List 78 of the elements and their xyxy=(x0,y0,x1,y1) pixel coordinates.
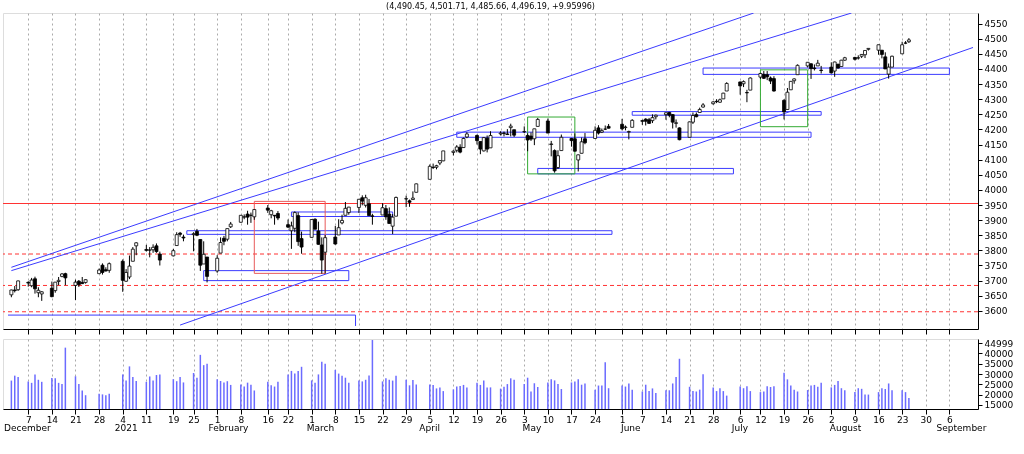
x-tick-label: 7 xyxy=(639,414,646,425)
y-tick-label: 4150 xyxy=(984,140,1008,151)
y-tick-label: 44999 xyxy=(984,338,1014,349)
x-tick-label: 16 xyxy=(873,414,886,425)
x2-tick-label: June xyxy=(619,422,642,433)
x-tick-label: 6 xyxy=(947,414,954,425)
y-tick-label: 4450 xyxy=(984,49,1008,60)
x-tick-label: 19 xyxy=(471,414,484,425)
x-tick-label: 25 xyxy=(188,414,200,425)
y-tick-label: 3850 xyxy=(984,230,1008,241)
y-tick-label: 4550 xyxy=(984,19,1008,30)
y-tick-label: 15000 xyxy=(984,400,1014,411)
y-tick-label: 30000 xyxy=(984,369,1014,380)
x2-tick-label: May xyxy=(522,422,542,433)
x-tick-label: 22 xyxy=(282,414,295,425)
x-tick-label: 5 xyxy=(427,414,434,425)
x-tick-label: 2 xyxy=(828,414,835,425)
x2-tick-label: December xyxy=(4,422,51,433)
y-tick-label: 3800 xyxy=(984,245,1008,256)
x-tick-label: 10 xyxy=(542,414,555,425)
x-tick-label: 21 xyxy=(684,414,696,425)
y-tick-label: 4500 xyxy=(984,34,1008,45)
x-tick-label: 22 xyxy=(377,414,389,425)
x-tick-label: 17 xyxy=(566,414,578,425)
y-tick-label: 3650 xyxy=(984,291,1008,302)
x-tick-label: 16 xyxy=(262,414,275,425)
x-tick-label: 19 xyxy=(168,414,180,425)
x2-tick-label: 2021 xyxy=(114,422,138,433)
x-tick-label: 12 xyxy=(755,414,767,425)
x-tick-label: 29 xyxy=(400,414,413,425)
x2-tick-label: February xyxy=(208,422,250,433)
x-tick-label: 24 xyxy=(589,414,602,425)
x2-tick-label: August xyxy=(829,422,862,433)
y-tick-label: 3750 xyxy=(984,261,1008,271)
x-tick-label: 28 xyxy=(93,414,106,425)
x-tick-label: 1 xyxy=(309,414,316,425)
y-tick-label: 4250 xyxy=(984,109,1008,120)
x2-tick-label: July xyxy=(730,422,749,433)
x-tick-label: 14 xyxy=(660,414,673,425)
x-tick-label: 21 xyxy=(70,414,82,425)
x2-tick-label: April xyxy=(419,422,440,433)
x-tick-label: 6 xyxy=(737,414,744,425)
y-tick-label: 3600 xyxy=(984,306,1008,317)
x-tick-label: 14 xyxy=(46,414,59,425)
x-tick-label: 23 xyxy=(896,414,909,425)
y-tick-label: 4350 xyxy=(984,79,1008,90)
chart-title: (4,490.45, 4,501.71, 4,485.66, 4,496.19, +9.95996) xyxy=(386,2,595,11)
x-tick-label: 30 xyxy=(920,414,933,425)
x-tick-label: 8 xyxy=(332,414,339,425)
y-tick-label: 35000 xyxy=(984,359,1014,370)
x-tick-label: 26 xyxy=(802,414,815,425)
y-tick-label: 3700 xyxy=(984,276,1008,287)
y-tick-label: 3900 xyxy=(984,215,1008,226)
x-tick-label: 1 xyxy=(619,414,626,425)
x-tick-label: 26 xyxy=(495,414,508,425)
y-tick-label: 4000 xyxy=(984,185,1008,196)
x-tick-label: 7 xyxy=(25,414,32,425)
x-tick-label: 19 xyxy=(778,414,791,425)
y-tick-label: 20000 xyxy=(984,390,1014,401)
y-tick-label: 4200 xyxy=(984,124,1008,135)
x2-tick-label: March xyxy=(306,422,335,433)
y-tick-label: 4300 xyxy=(984,94,1008,105)
y-tick-label: 40000 xyxy=(984,348,1014,359)
x-tick-label: 4 xyxy=(120,414,127,425)
x2-tick-label: September xyxy=(936,422,987,433)
x-tick-label: 3 xyxy=(521,414,528,425)
x-tick-label: 9 xyxy=(852,414,859,425)
y-tick-label: 3950 xyxy=(984,200,1008,211)
x-tick-label: 12 xyxy=(448,414,460,425)
x-tick-label: 28 xyxy=(707,414,720,425)
x-tick-label: 15 xyxy=(353,414,366,425)
y-tick-label: 25000 xyxy=(984,379,1014,390)
y-tick-label: 4400 xyxy=(984,64,1008,75)
y-tick-label: 4050 xyxy=(984,170,1008,181)
y-tick-label: 4100 xyxy=(984,155,1008,166)
x-tick-label: 1 xyxy=(214,414,221,425)
x-tick-label: 8 xyxy=(238,414,245,425)
x-tick-label: 11 xyxy=(141,414,153,425)
